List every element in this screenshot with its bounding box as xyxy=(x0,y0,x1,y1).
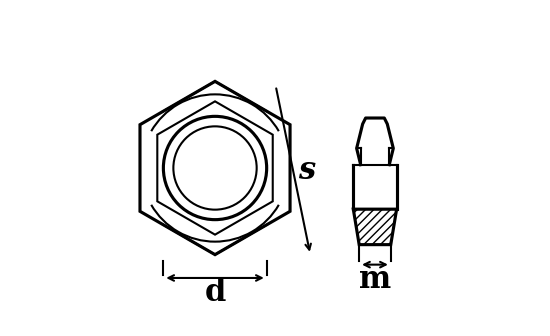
Text: s: s xyxy=(298,155,315,186)
Text: m: m xyxy=(359,264,391,295)
Polygon shape xyxy=(353,209,397,245)
Text: d: d xyxy=(205,278,225,308)
